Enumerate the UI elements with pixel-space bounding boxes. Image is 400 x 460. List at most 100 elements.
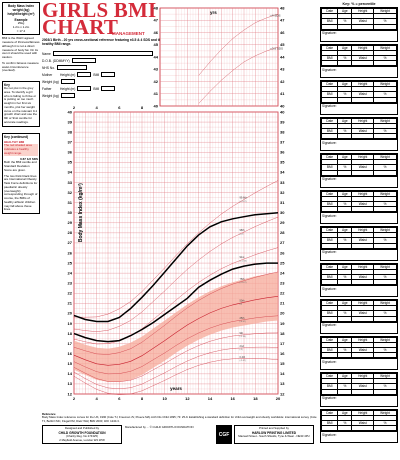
- record-entry[interactable]: Date Age Height Weight BMI% Waist% Signature:: [320, 299, 398, 334]
- record-cell[interactable]: [337, 242, 353, 249]
- record-cell[interactable]: [351, 279, 374, 286]
- y-tick-label-right: 17: [280, 341, 285, 346]
- record-cell[interactable]: [373, 242, 397, 249]
- record-cell[interactable]: [373, 60, 397, 67]
- y-tick-label-right: 39: [280, 119, 285, 124]
- y-tick-label-right: 21: [280, 301, 285, 306]
- signature-field[interactable]: Signature:: [321, 358, 397, 364]
- signature-field[interactable]: Signature:: [321, 285, 397, 291]
- record-table: Date Age Height Weight BMI% Waist%: [320, 299, 397, 322]
- record-cell[interactable]: [351, 96, 374, 103]
- record-cell[interactable]: [351, 388, 374, 395]
- signature-field[interactable]: Signature:: [321, 394, 397, 401]
- record-entry[interactable]: Date Age Height Weight BMI% Waist% Signature:: [320, 262, 398, 297]
- record-cell[interactable]: [373, 96, 397, 103]
- record-cell[interactable]: [320, 279, 339, 286]
- record-cell[interactable]: [351, 206, 374, 213]
- record-cell[interactable]: [320, 206, 339, 213]
- record-entry[interactable]: Date Age Height Weight BMI% Waist% Signature:: [320, 408, 398, 443]
- signature-field[interactable]: Signature:: [321, 139, 397, 145]
- record-cell[interactable]: [337, 315, 353, 322]
- chart-header: GIRLS BMI CHART MANAGEMENT 2003/1 Birth …: [42, 0, 170, 47]
- record-entry[interactable]: Date Age Height Weight BMI% Waist% Signature:: [320, 43, 398, 78]
- mother-weight-field[interactable]: [60, 79, 75, 84]
- record-table: Date Age Height Weight BMI% Waist%: [320, 117, 397, 140]
- record-entry[interactable]: Date Age Height Weight BMI% Waist% Signature:: [320, 116, 398, 151]
- y-tick-label-right: 23: [280, 281, 285, 286]
- record-cell[interactable]: [320, 23, 339, 30]
- signature-field[interactable]: Signature:: [321, 102, 397, 109]
- father-bmi-field[interactable]: [101, 86, 116, 91]
- record-cell[interactable]: [351, 169, 374, 176]
- signature-field[interactable]: Signature:: [321, 212, 397, 218]
- record-cell[interactable]: [351, 23, 374, 30]
- record-cell[interactable]: [351, 425, 374, 432]
- record-cell[interactable]: [351, 352, 374, 359]
- name-field[interactable]: [52, 51, 153, 56]
- record-cell[interactable]: [337, 169, 353, 176]
- signature-field[interactable]: Signature:: [321, 29, 397, 36]
- signature-field[interactable]: Signature:: [321, 431, 397, 437]
- designed-label: Designed and Published by: [64, 426, 100, 431]
- record-cell[interactable]: [373, 315, 397, 322]
- record-cell[interactable]: [320, 60, 339, 67]
- record-cell[interactable]: [373, 23, 397, 30]
- dob-field[interactable]: [71, 58, 96, 63]
- top-sds-curve: [198, 13, 279, 76]
- nhs-field[interactable]: [57, 65, 88, 70]
- record-cell[interactable]: [337, 60, 353, 67]
- healthy-band: [73, 180, 279, 395]
- record-entry[interactable]: Date Age Height Weight BMI% Waist% Signature:: [320, 372, 398, 407]
- record-cell[interactable]: [373, 279, 397, 286]
- record-cell[interactable]: [351, 315, 374, 322]
- top-grid: +4 SDS +3.5 SDS: [159, 7, 283, 107]
- record-cell[interactable]: [337, 279, 353, 286]
- record-cell[interactable]: [337, 133, 353, 140]
- father-label: Father: [42, 86, 52, 91]
- record-cell[interactable]: [320, 169, 339, 176]
- record-cell[interactable]: [351, 133, 374, 140]
- record-cell[interactable]: [320, 315, 339, 322]
- y-tick-label-right: 25: [280, 260, 285, 265]
- record-entry[interactable]: Date Age Height Weight BMI% Waist% Signature:: [320, 189, 398, 224]
- record-cell[interactable]: [337, 206, 353, 213]
- signature-field[interactable]: Signature:: [321, 66, 397, 72]
- record-cell[interactable]: [320, 242, 339, 249]
- record-cell[interactable]: [373, 425, 397, 432]
- record-cell[interactable]: [373, 352, 397, 359]
- record-entry[interactable]: Date Age Height Weight BMI% Waist% Signature:: [320, 335, 398, 370]
- record-cell[interactable]: [320, 425, 339, 432]
- father-height-field[interactable]: [77, 86, 92, 91]
- record-cell[interactable]: [320, 352, 339, 359]
- mother-height-field[interactable]: [77, 72, 92, 77]
- record-cell[interactable]: [337, 96, 353, 103]
- signature-field[interactable]: Signature:: [321, 248, 397, 255]
- record-cell[interactable]: [320, 388, 339, 395]
- record-cell[interactable]: [351, 242, 374, 249]
- record-cell[interactable]: [373, 169, 397, 176]
- centile-curve: [73, 247, 279, 345]
- signature-field[interactable]: Signature:: [321, 175, 397, 182]
- record-cell[interactable]: [337, 425, 353, 432]
- record-cell[interactable]: [373, 133, 397, 140]
- record-entry[interactable]: Date Age Height Weight BMI% Waist% Signature:: [320, 80, 398, 115]
- mother-bmi-field[interactable]: [101, 72, 116, 77]
- record-cell[interactable]: [373, 388, 397, 395]
- record-entry[interactable]: Date Age Height Weight BMI% Waist% Signature:: [320, 226, 398, 261]
- record-table: Date Age Height Weight BMI% Waist%: [320, 409, 397, 432]
- record-cell[interactable]: [373, 206, 397, 213]
- record-cell[interactable]: [337, 23, 353, 30]
- father-weight-field[interactable]: [60, 93, 75, 98]
- record-entry[interactable]: Date Age Height Weight BMI% Waist% Signature:: [320, 7, 398, 42]
- mother-weight-label: Weight (kg): [42, 79, 59, 84]
- centile-curve: [73, 332, 279, 382]
- example-label: Example: [14, 18, 28, 22]
- signature-field[interactable]: Signature:: [321, 321, 397, 328]
- record-entry[interactable]: Date Age Height Weight BMI% Waist% Signature:: [320, 153, 398, 188]
- record-cell[interactable]: [320, 133, 339, 140]
- record-cell[interactable]: [337, 388, 353, 395]
- record-cell[interactable]: [320, 96, 339, 103]
- record-cell[interactable]: [351, 60, 374, 67]
- record-cell[interactable]: [337, 352, 353, 359]
- mother-bmi-label: BMI: [93, 72, 100, 77]
